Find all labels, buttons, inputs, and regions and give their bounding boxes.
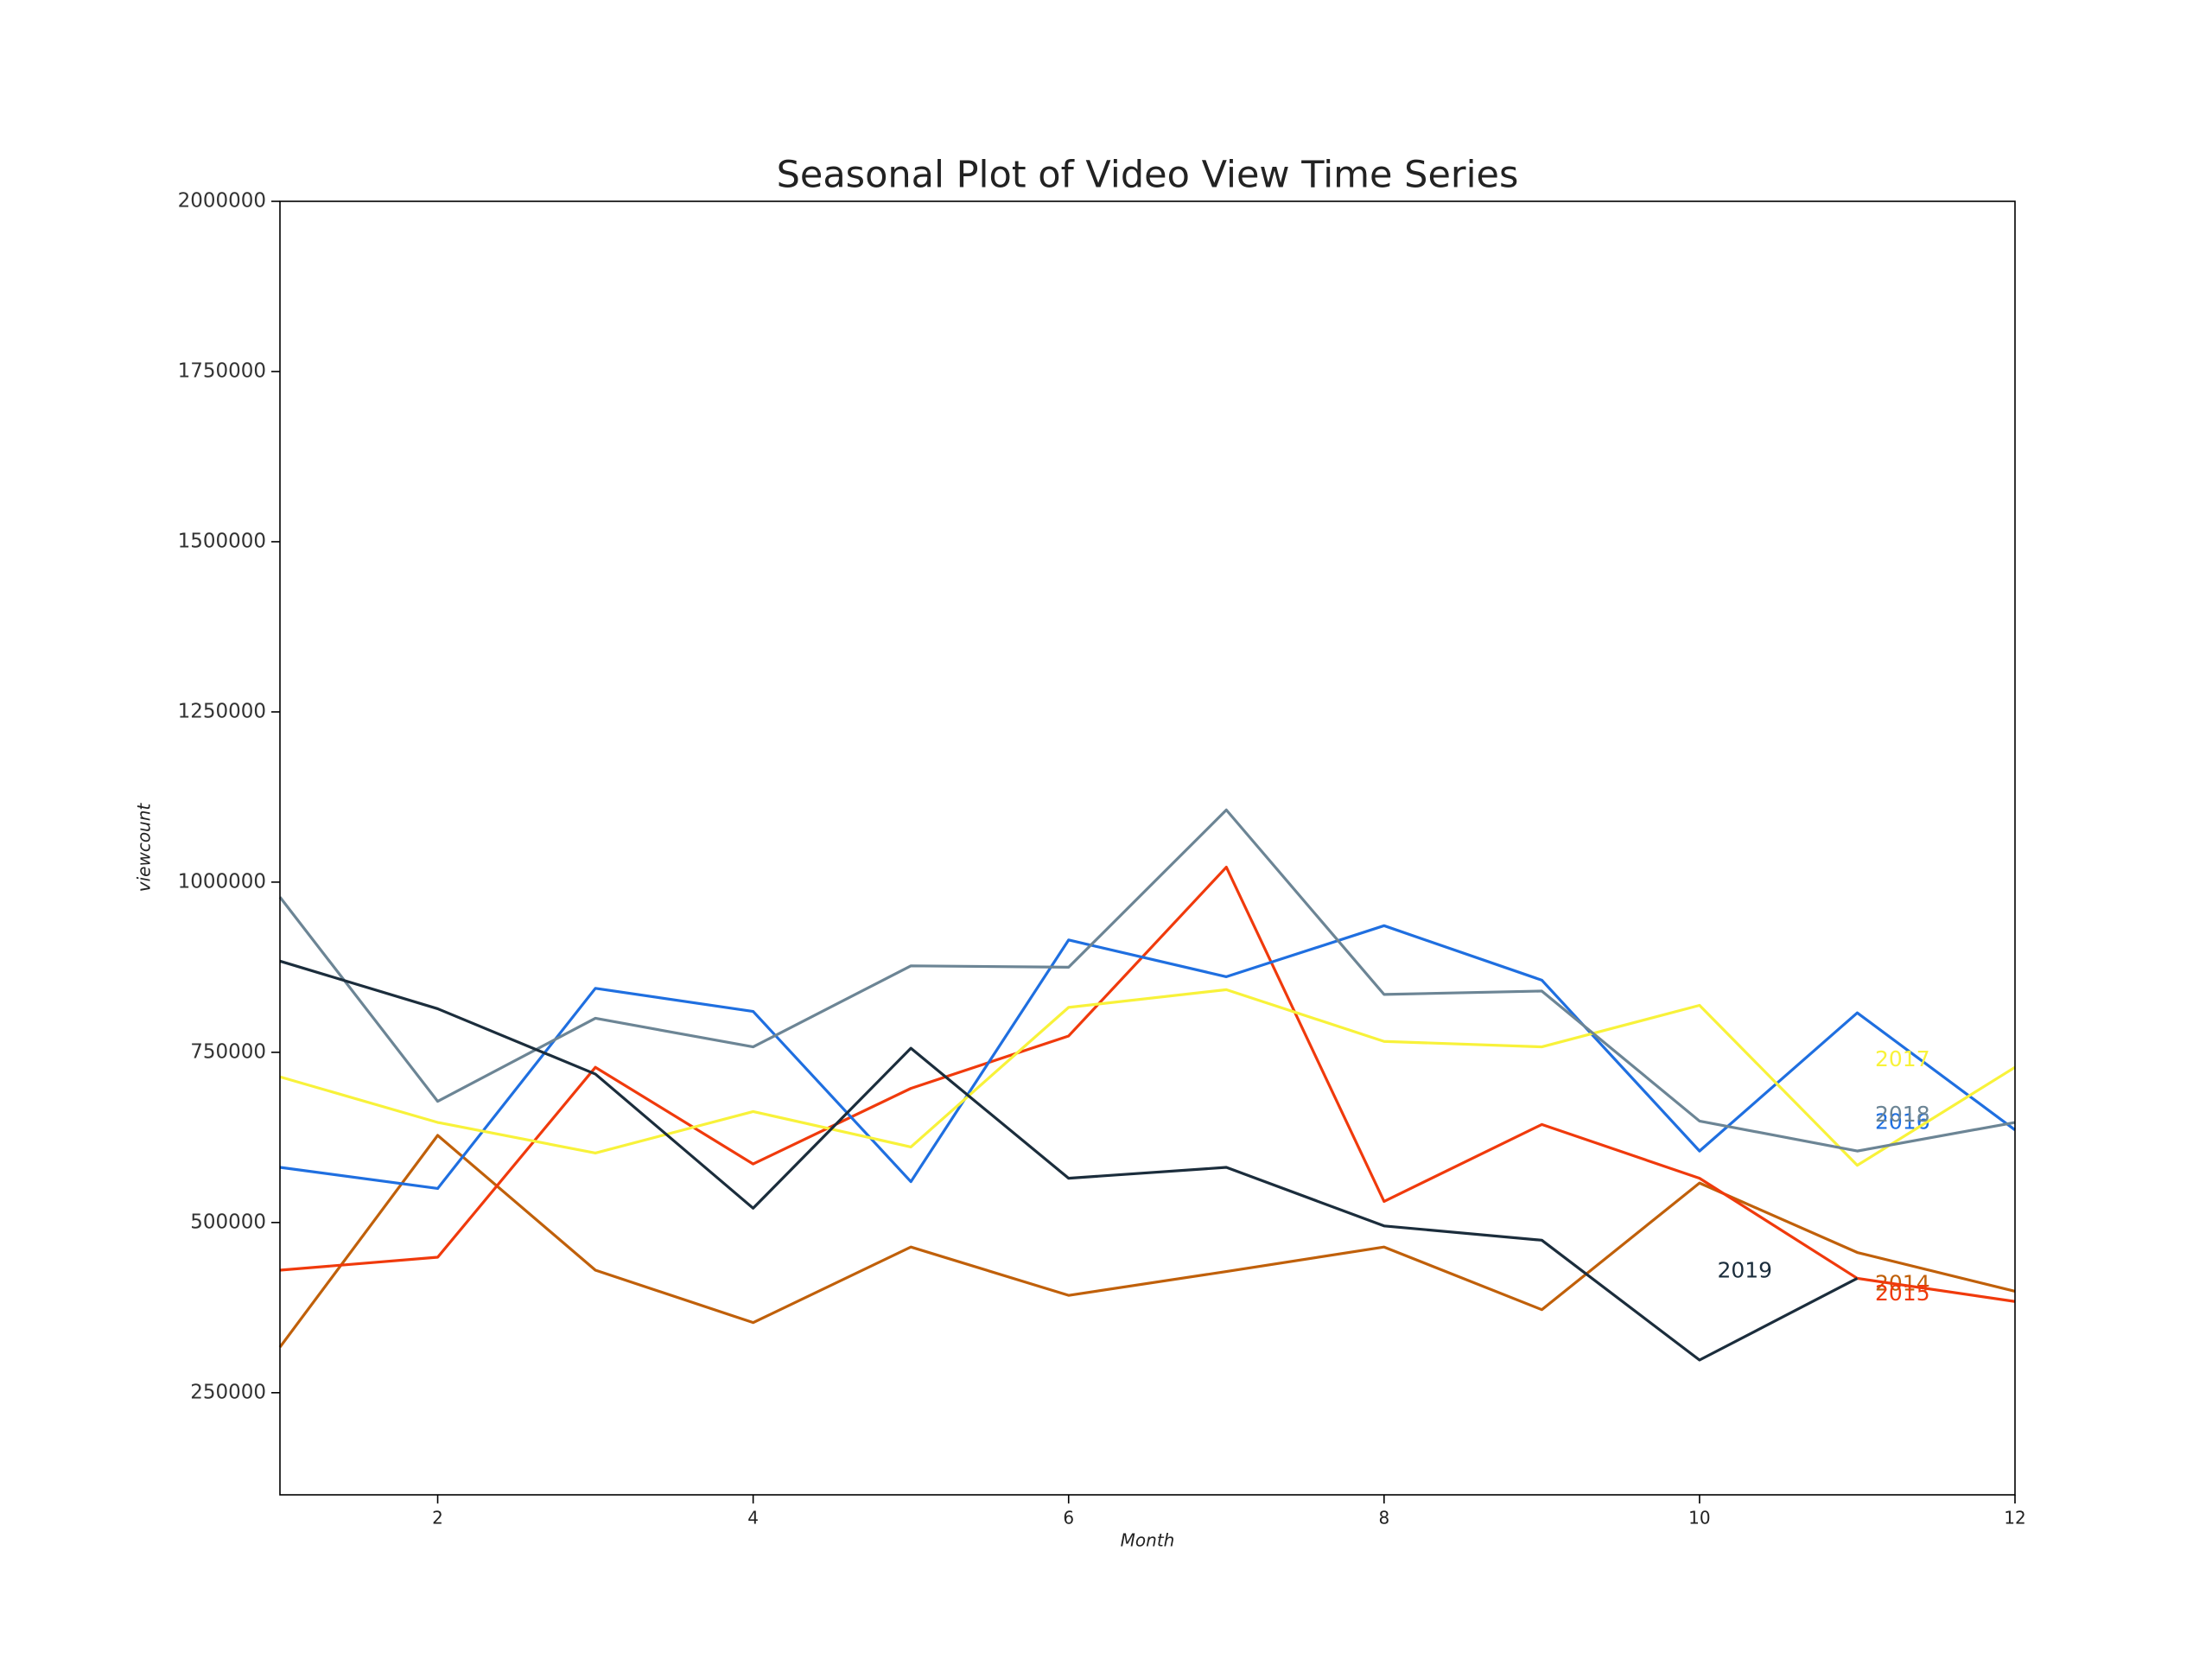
series-line	[279, 959, 1859, 1362]
x-tick-label: 6	[1063, 1508, 1074, 1529]
series-line	[278, 808, 2016, 1153]
x-tick-label: 10	[1688, 1508, 1710, 1529]
x-tick-label: 8	[1378, 1508, 1389, 1529]
x-axis-label: Month	[1121, 1530, 1175, 1551]
series-line	[278, 1134, 2016, 1348]
series-label: 2019	[1717, 1257, 1772, 1282]
series-label: 2015	[1875, 1281, 1930, 1306]
y-tick-label: 1000000	[178, 870, 266, 893]
y-tick-label: 250000	[190, 1381, 266, 1403]
series-line	[279, 865, 2016, 1303]
x-tick-label: 12	[2004, 1508, 2025, 1529]
plot-frame	[279, 200, 2016, 1496]
chart-title: Seasonal Plot of Video View Time Series	[777, 154, 1519, 197]
series-label: 2018	[1875, 1102, 1930, 1127]
series-label: 2017	[1875, 1046, 1930, 1071]
y-tick-label: 1250000	[178, 700, 266, 722]
y-axis-label: viewcount	[134, 803, 155, 893]
y-tick-label: 1750000	[178, 359, 266, 382]
series-line	[279, 924, 2016, 1191]
x-tick-label: 4	[747, 1508, 759, 1529]
y-tick-label: 1500000	[178, 530, 266, 552]
series-line	[279, 988, 2016, 1167]
y-tick-label: 750000	[190, 1040, 266, 1063]
x-tick-label: 2	[432, 1508, 443, 1529]
series-label: 2016	[1875, 1109, 1930, 1135]
y-tick-label: 500000	[190, 1211, 266, 1233]
y-tick-label: 2000000	[178, 190, 266, 213]
